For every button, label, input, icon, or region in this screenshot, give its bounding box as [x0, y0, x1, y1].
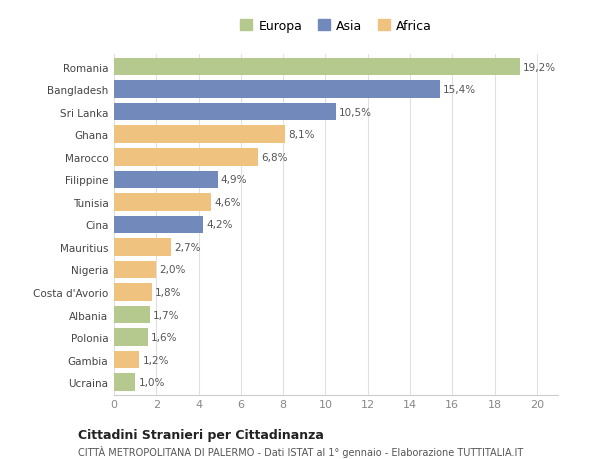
Bar — [114, 59, 520, 76]
Bar — [114, 194, 211, 211]
Text: 2,7%: 2,7% — [174, 242, 201, 252]
Bar — [114, 126, 285, 144]
Text: 1,7%: 1,7% — [153, 310, 179, 320]
Text: CITTÀ METROPOLITANA DI PALERMO - Dati ISTAT al 1° gennaio - Elaborazione TUTTITA: CITTÀ METROPOLITANA DI PALERMO - Dati IS… — [78, 445, 523, 457]
Text: 15,4%: 15,4% — [443, 85, 476, 95]
Bar — [114, 351, 139, 369]
Text: 10,5%: 10,5% — [339, 107, 372, 118]
Text: 2,0%: 2,0% — [160, 265, 186, 275]
Bar — [114, 149, 258, 166]
Text: 1,6%: 1,6% — [151, 332, 178, 342]
Text: Cittadini Stranieri per Cittadinanza: Cittadini Stranieri per Cittadinanza — [78, 428, 324, 441]
Text: 8,1%: 8,1% — [289, 130, 315, 140]
Bar — [114, 306, 150, 324]
Text: 1,0%: 1,0% — [139, 377, 164, 387]
Bar — [114, 284, 152, 301]
Bar — [114, 104, 336, 121]
Legend: Europa, Asia, Africa: Europa, Asia, Africa — [238, 17, 434, 35]
Text: 4,9%: 4,9% — [221, 175, 247, 185]
Bar — [114, 171, 218, 189]
Text: 1,8%: 1,8% — [155, 287, 182, 297]
Text: 6,8%: 6,8% — [261, 152, 287, 162]
Bar — [114, 329, 148, 346]
Text: 4,2%: 4,2% — [206, 220, 232, 230]
Text: 19,2%: 19,2% — [523, 62, 556, 73]
Bar — [114, 81, 440, 99]
Bar — [114, 374, 135, 391]
Text: 4,6%: 4,6% — [214, 197, 241, 207]
Bar — [114, 216, 203, 234]
Text: 1,2%: 1,2% — [143, 355, 169, 365]
Bar — [114, 261, 156, 279]
Bar — [114, 239, 171, 256]
